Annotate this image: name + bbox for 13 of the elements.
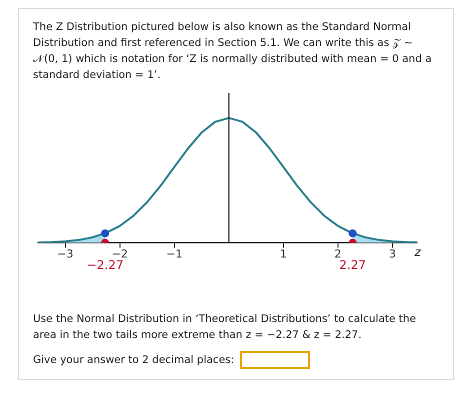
x-tick-label: −3 bbox=[57, 247, 74, 260]
x-tick-label: −1 bbox=[166, 247, 182, 260]
annotation: −2.27 bbox=[86, 258, 124, 272]
card-frame: The Z Distribution pictured below is also known as the Standard Normal Distribution and first referenced in Section 5.1. We can write this as 𝒵 ∼ 𝒩(0, 1) which is notation for ‘Z is normally distributed with mean = 0 and a standard deviation = 1’. −3 −2 −1 1 2 3 z −2.27 2.27 Use the Normal Distribution in ‘Theoretical Distributions’ to calculate the area in the two tails more extreme than z = −2.27 & z = 2.27. Give your answer to 2 decimal places: bbox=[18, 8, 454, 380]
x-tick-label: 3 bbox=[388, 247, 396, 260]
x-tick-label: −2 bbox=[112, 247, 128, 260]
text: Give your answer to 2 decimal places: bbox=[33, 354, 234, 366]
x-tick-label: 2 bbox=[334, 247, 342, 260]
annotation: 2.27 bbox=[339, 258, 366, 272]
text: Use the Normal Distribution in ‘Theoretical Distributions’ to calculate the area in the two tails more extreme than z = −2.27 & z = 2.27. bbox=[33, 313, 416, 341]
x-tick-label: 1 bbox=[280, 247, 287, 260]
x-axis-title: z bbox=[413, 244, 422, 259]
chart-title: The Z Distribution pictured below is also known as the Standard Normal Distribution and first referenced in Section 5.1. We can write this as 𝒵 ∼ 𝒩(0, 1) which is notation for ‘Z is normally distributed with mean = 0 and a standard deviation = 1’. bbox=[33, 20, 433, 83]
